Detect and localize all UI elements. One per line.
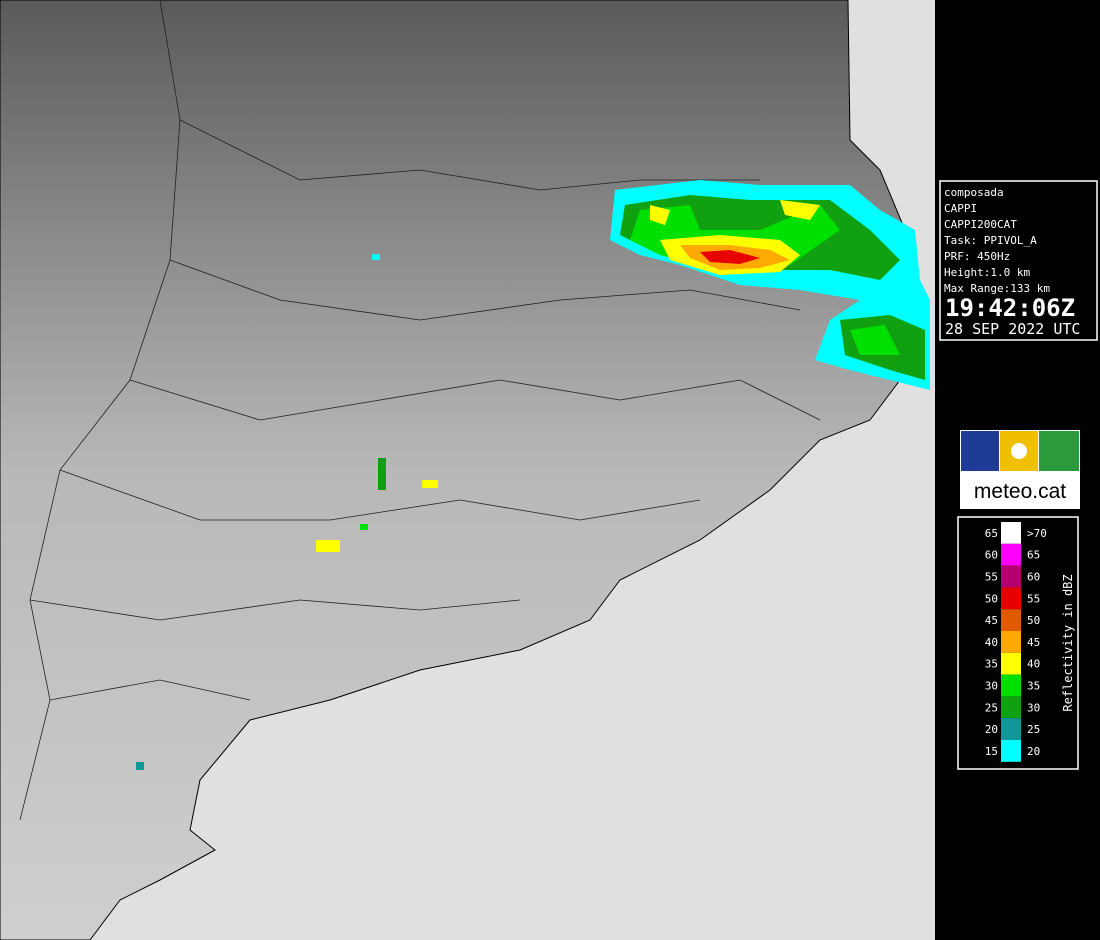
radar-echoes (136, 180, 930, 770)
legend-high: 50 (1027, 614, 1040, 627)
legend-low: 55 (985, 571, 998, 584)
info-line: CAPPI200CAT (944, 218, 1017, 231)
legend-low: 50 (985, 592, 998, 605)
legend-low: 40 (985, 636, 998, 649)
legend-low: 60 (985, 549, 998, 562)
legend-swatch (1001, 587, 1021, 610)
borders (19, 0, 821, 821)
legend-swatch (1001, 565, 1021, 588)
legend-low: 20 (985, 723, 998, 736)
info-line: Max Range:133 km (944, 282, 1050, 295)
legend-swatch (1001, 631, 1021, 653)
info-line: composada (944, 186, 1004, 199)
legend-high: 60 (1027, 571, 1040, 584)
logo-green (1039, 431, 1079, 471)
legend-swatch (1001, 674, 1021, 697)
legend-high: 55 (1027, 592, 1040, 605)
legend-high: 20 (1027, 745, 1040, 758)
legend-swatch (1001, 696, 1021, 719)
legend-low: 45 (985, 614, 998, 627)
info-line: Height:1.0 km (944, 266, 1030, 279)
legend-low: 35 (985, 658, 998, 671)
info-box: composada CAPPI CAPPI200CAT Task: PPIVOL_A P… (939, 180, 1098, 341)
legend-high: >70 (1027, 527, 1047, 540)
legend-swatch (1001, 652, 1021, 675)
logo-sun (1011, 443, 1027, 459)
legend-swatch (1001, 522, 1021, 544)
logo-blue (961, 431, 999, 471)
legend-swatch (1001, 609, 1021, 631)
legend-low: 15 (985, 745, 998, 758)
logo-text: meteo.cat (974, 480, 1066, 503)
legend-high: 25 (1027, 723, 1040, 736)
logo: meteo.cat (960, 430, 1080, 509)
legend-low: 65 (985, 527, 998, 540)
legend-swatch (1001, 718, 1021, 740)
legend-low: 25 (985, 701, 998, 714)
legend-high: 40 (1027, 658, 1040, 671)
legend-title: Reflectivity in dBZ (1061, 574, 1075, 711)
info-line: PRF: 450Hz (944, 250, 1010, 263)
legend-swatch (1001, 740, 1021, 762)
legend-swatch (1001, 543, 1021, 566)
legend: 65 >70 60 65 55 60 50 55 45 50 40 45 35 40 30 35 25 30 20 2… (957, 516, 1079, 770)
date: 28 SEP 2022 UTC (945, 320, 1080, 338)
legend-high: 30 (1027, 701, 1040, 714)
info-frame (939, 180, 1098, 341)
legend-high: 65 (1027, 549, 1040, 562)
time: 19:42:06Z (945, 294, 1075, 322)
legend-high: 35 (1027, 680, 1040, 693)
legend-high: 45 (1027, 636, 1040, 649)
info-line: CAPPI (944, 202, 977, 215)
legend-low: 30 (985, 680, 998, 693)
info-line: Task: PPIVOL_A (944, 234, 1037, 247)
